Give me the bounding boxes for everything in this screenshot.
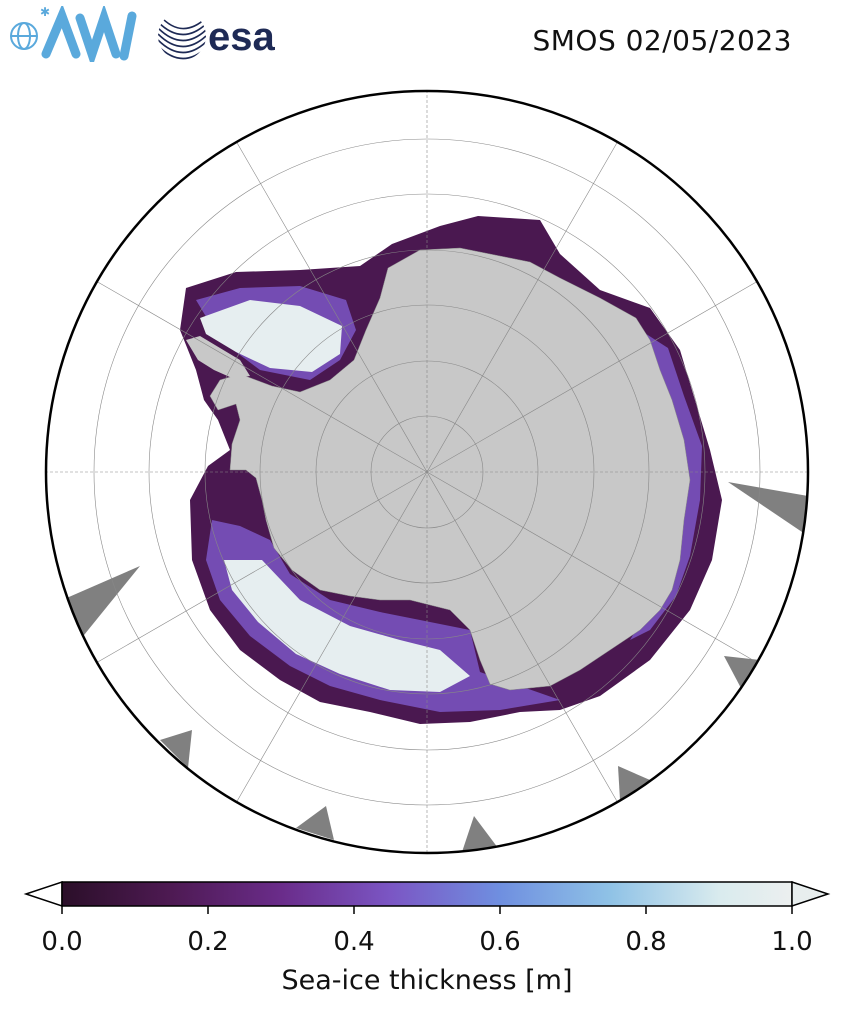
antarctic-peninsula: [186, 336, 250, 378]
colorbar-graphic: 0.0 0.2 0.4 0.6 0.8 1.0: [23, 880, 831, 957]
colorbar-tick-label: 0.4: [333, 927, 374, 957]
date-label: SMOS 02/05/2023: [532, 24, 792, 57]
header: ✱ esa SMOS 02/05/2023: [0, 0, 854, 80]
map-border: [44, 89, 810, 855]
colorbar-tick-label: 0.0: [41, 927, 82, 957]
colorbar-gradient: [61, 881, 793, 907]
no-data-wedges: [62, 482, 808, 852]
sea-ice-map: [44, 89, 810, 855]
sea-ice-thick: [200, 300, 470, 692]
graticule: [46, 91, 808, 853]
colorbar-tick-label: 0.8: [625, 927, 666, 957]
svg-text:esa: esa: [208, 15, 275, 59]
colorbar-tick-label: 0.6: [479, 927, 520, 957]
colorbar-extend-low: [23, 880, 63, 908]
esa-logo: esa: [158, 15, 275, 60]
colorbar-tick-label: 1.0: [771, 927, 812, 957]
colorbar-ticks: 0.0 0.2 0.4 0.6 0.8 1.0: [41, 906, 813, 957]
antarctica-land: [209, 247, 691, 691]
colorbar: 0.0 0.2 0.4 0.6 0.8 1.0 Sea-ice thickness [m]: [0, 870, 854, 1026]
awi-logo: ✱: [10, 6, 137, 62]
colorbar-extend-high: [791, 880, 831, 908]
colorbar-tick-label: 0.2: [187, 927, 228, 957]
svg-text:✱: ✱: [40, 6, 50, 19]
sea-ice-medium: [196, 286, 702, 712]
colorbar-label: Sea-ice thickness [m]: [281, 965, 573, 996]
